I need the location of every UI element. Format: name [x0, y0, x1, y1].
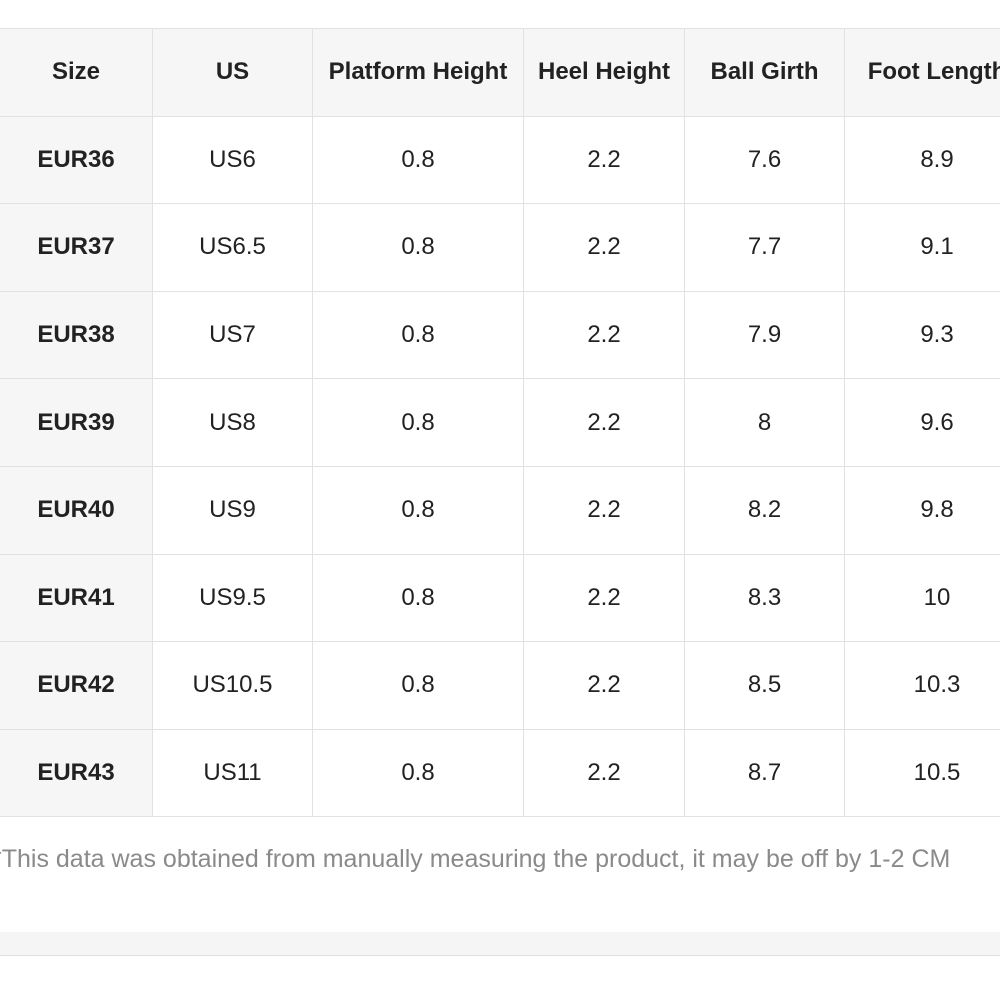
table-cell: 8.2: [684, 465, 845, 555]
table-row: EUR39 US8 0.8 2.2 8 9.6: [0, 378, 1000, 467]
table-cell: 7.7: [684, 203, 845, 292]
table-cell: US9: [152, 465, 313, 555]
table-cell: US8: [152, 378, 313, 467]
table-row: EUR37 US6.5 0.8 2.2 7.7 9.1: [0, 203, 1000, 292]
size-cell: EUR40: [0, 465, 153, 555]
table-cell: US7: [152, 290, 313, 380]
table-body: EUR36 US6 0.8 2.2 7.6 8.9 EUR37 US6.5 0.8 2.2 7.7 9…: [0, 115, 1000, 818]
size-cell: EUR41: [0, 553, 153, 643]
footnote: *This data was obtained from manually me…: [0, 845, 951, 873]
table-cell: 8: [684, 378, 845, 467]
table-row: EUR38 US7 0.8 2.2 7.9 9.3: [0, 290, 1000, 380]
table-cell: 0.8: [312, 203, 524, 292]
table-cell: US11: [152, 728, 313, 818]
header-cell: Platform Height: [312, 28, 524, 117]
table-row: EUR40 US9 0.8 2.2 8.2 9.8: [0, 465, 1000, 555]
size-cell: EUR38: [0, 290, 153, 380]
table-cell: 9.1: [844, 203, 1000, 292]
table-cell: 0.8: [312, 728, 524, 818]
table-row: EUR43 US11 0.8 2.2 8.7 10.5: [0, 728, 1000, 818]
table-cell: 2.2: [523, 728, 685, 818]
header-cell: Foot Length: [844, 28, 1000, 117]
table-cell: 9.6: [844, 378, 1000, 467]
table-cell: 0.8: [312, 115, 524, 205]
size-cell: EUR43: [0, 728, 153, 818]
table-cell: 10.3: [844, 641, 1000, 730]
table-cell: 0.8: [312, 465, 524, 555]
table-cell: 7.6: [684, 115, 845, 205]
table-row: EUR36 US6 0.8 2.2 7.6 8.9: [0, 115, 1000, 205]
table-cell: US10.5: [152, 641, 313, 730]
table-cell: 8.3: [684, 553, 845, 643]
table-cell: 0.8: [312, 641, 524, 730]
table-cell: 10.5: [844, 728, 1000, 818]
table-cell: 8.7: [684, 728, 845, 818]
table-cell: 10: [844, 553, 1000, 643]
divider-bar: [0, 932, 1000, 956]
table-cell: US6.5: [152, 203, 313, 292]
size-cell: EUR36: [0, 115, 153, 205]
table-cell: 2.2: [523, 203, 685, 292]
size-table: Size US Platform Height Heel Height Ball Gir…: [0, 28, 1000, 818]
size-cell: EUR39: [0, 378, 153, 467]
size-cell: EUR42: [0, 641, 153, 730]
table-cell: 0.8: [312, 378, 524, 467]
table-cell: US6: [152, 115, 313, 205]
table-row: EUR42 US10.5 0.8 2.2 8.5 10.3: [0, 641, 1000, 730]
table-cell: 8.9: [844, 115, 1000, 205]
table-cell: 2.2: [523, 115, 685, 205]
header-row: Size US Platform Height Heel Height Ball Gir…: [0, 28, 1000, 117]
header-cell: Heel Height: [523, 28, 685, 117]
table-cell: 2.2: [523, 378, 685, 467]
table-cell: 0.8: [312, 290, 524, 380]
table-cell: 2.2: [523, 641, 685, 730]
table-cell: 2.2: [523, 553, 685, 643]
table-cell: 0.8: [312, 553, 524, 643]
header-cell: Size: [0, 28, 153, 117]
table-cell: 9.3: [844, 290, 1000, 380]
table-cell: 8.5: [684, 641, 845, 730]
table-cell: US9.5: [152, 553, 313, 643]
header-cell: US: [152, 28, 313, 117]
table-cell: 2.2: [523, 290, 685, 380]
table-cell: 7.9: [684, 290, 845, 380]
size-cell: EUR37: [0, 203, 153, 292]
table-cell: 2.2: [523, 465, 685, 555]
table-row: EUR41 US9.5 0.8 2.2 8.3 10: [0, 553, 1000, 643]
table-cell: 9.8: [844, 465, 1000, 555]
header-cell: Ball Girth: [684, 28, 845, 117]
